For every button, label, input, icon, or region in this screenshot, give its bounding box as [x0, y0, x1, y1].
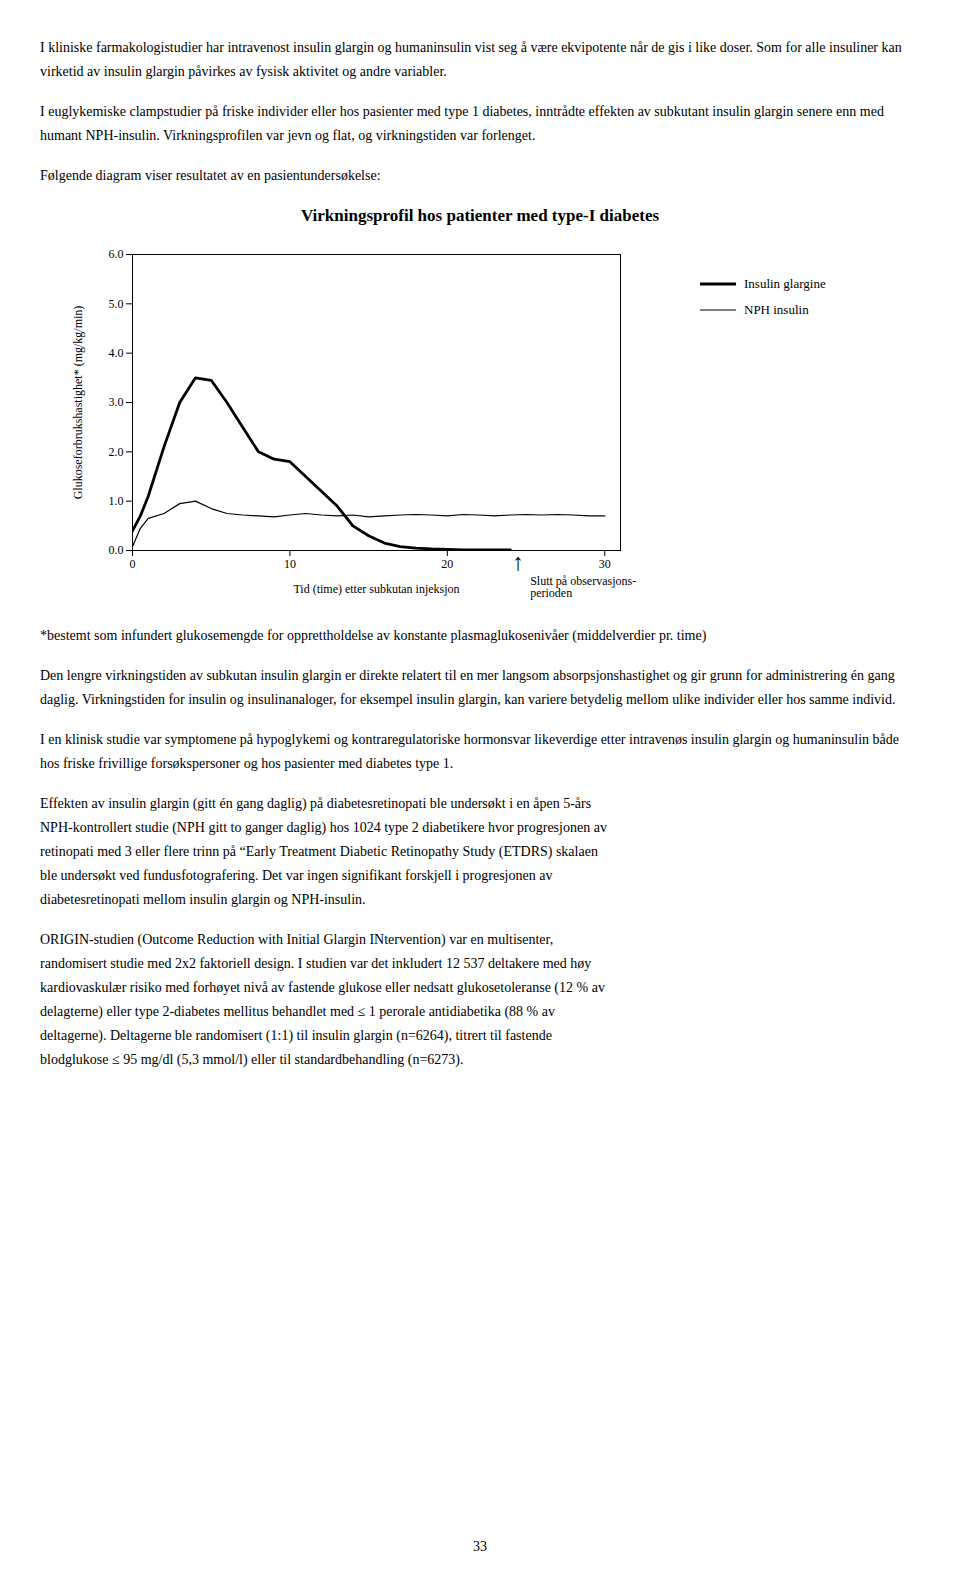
svg-text:6.0: 6.0: [109, 247, 124, 261]
svg-text:30: 30: [599, 557, 611, 571]
html-text:Følgende diagram viser resulta: Følgende diagram viser resultatet av en …: [40, 168, 381, 183]
svg-text:4.0: 4.0: [109, 346, 124, 360]
html-text:I kliniske farmakologistudier: I kliniske farmakologistudier har intrav…: [40, 40, 902, 79]
html-text:I en klinisk studie var sympto: I en klinisk studie var symptomene på hy…: [40, 732, 899, 771]
svg-text:↑: ↑: [512, 549, 524, 575]
html-text:*bestemt som infundert glukose: *bestemt som infundert glukosemengde for…: [40, 628, 707, 643]
html-text:deltagerne). Deltagerne ble ra: deltagerne). Deltagerne ble randomisert …: [40, 1028, 552, 1043]
svg-text:1.0: 1.0: [109, 494, 124, 508]
svg-text:0.0: 0.0: [109, 543, 124, 557]
html-text:delagterne) eller type 2-diabe: delagterne) eller type 2-diabetes mellit…: [40, 1004, 555, 1019]
html-text:randomisert studie med 2x2 fak: randomisert studie med 2x2 faktoriell de…: [40, 956, 592, 971]
html-text:NPH insulin: NPH insulin: [744, 302, 809, 317]
html-text:ble undersøkt ved fundusfotogr: ble undersøkt ved fundusfotografering. D…: [40, 868, 553, 883]
html-text:Virkningsprofil hos patienter: Virkningsprofil hos patienter med type-I…: [300, 206, 660, 225]
svg-text:5.0: 5.0: [109, 297, 124, 311]
html-text:33: 33: [473, 1539, 487, 1554]
html-text:NPH-kontrollert studie (NPH gi: NPH-kontrollert studie (NPH gitt to gang…: [40, 820, 607, 835]
svg-text:Slutt på observasjons-perioden: Slutt på observasjons-perioden: [530, 574, 636, 600]
svg-text:10: 10: [284, 557, 296, 571]
html-text:Effekten av insulin glargin (g: Effekten av insulin glargin (gitt én gan…: [40, 796, 592, 811]
html-text:blodglukose ≤ 95 mg/dl (5,3 mm: blodglukose ≤ 95 mg/dl (5,3 mmol/l) elle…: [40, 1052, 464, 1067]
svg-text:20: 20: [441, 557, 453, 571]
svg-text:Tid (time) etter subkutan inje: Tid (time) etter subkutan injeksjon: [293, 582, 459, 596]
html-text:Den lengre virkningstiden av s: Den lengre virkningstiden av subkutan in…: [40, 668, 896, 707]
html-text:ORIGIN-studien (Outcome Reduct: ORIGIN-studien (Outcome Reduction with I…: [40, 932, 554, 947]
html-text:I euglykemiske clampstudier på: I euglykemiske clampstudier på friske in…: [40, 104, 884, 143]
svg-text:3.0: 3.0: [109, 395, 124, 409]
svg-text:Glukoseforbrukshastighet* (mg/: Glukoseforbrukshastighet* (mg/kg/min): [71, 306, 85, 500]
html-text:kardiovaskulær risiko med forh: kardiovaskulær risiko med forhøyet nivå …: [40, 980, 605, 995]
html-text:retinopati med 3 eller flere t: retinopati med 3 eller flere trinn på “E…: [40, 844, 598, 859]
svg-text:2.0: 2.0: [109, 445, 124, 459]
svg-text:0: 0: [130, 557, 136, 571]
html-text:Insulin glargine: Insulin glargine: [744, 276, 826, 291]
html-text:diabetesretinopati mellom insu: diabetesretinopati mellom insulin glargi…: [40, 892, 366, 907]
